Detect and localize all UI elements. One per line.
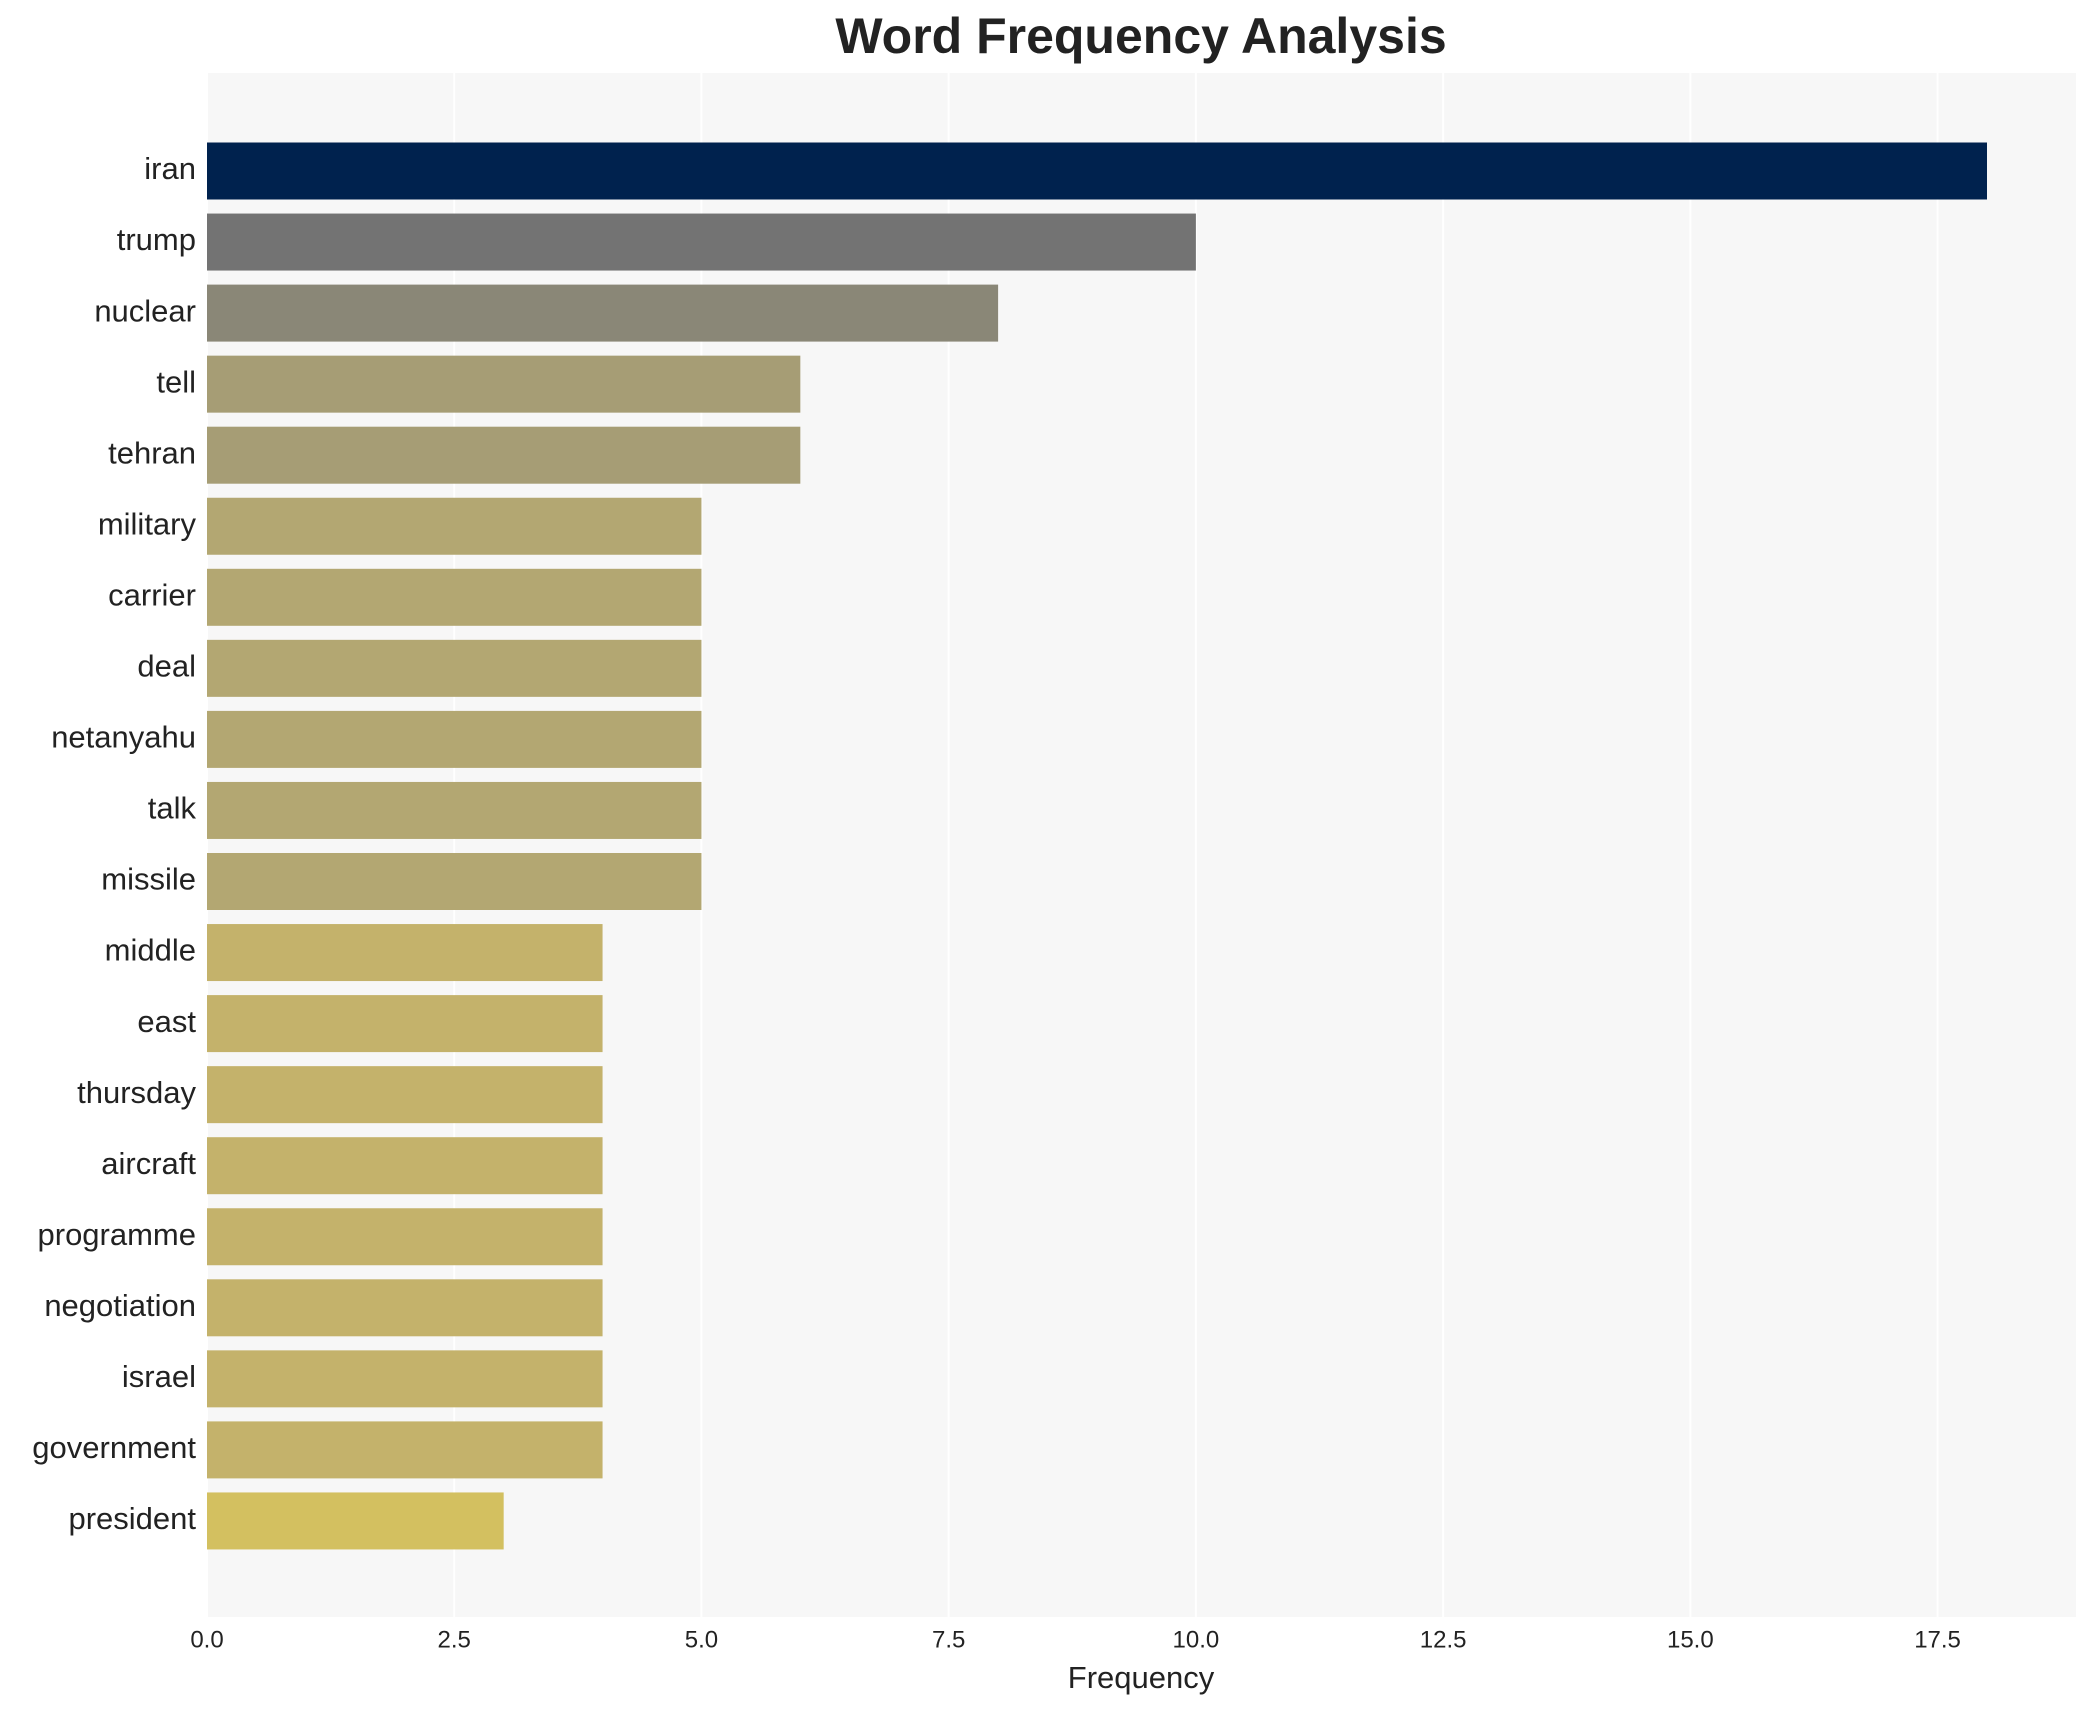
bar <box>207 1208 603 1266</box>
y-tick-label: tehran <box>108 435 196 470</box>
x-tick-label: 0.0 <box>190 1626 223 1653</box>
y-tick-label: talk <box>148 791 197 826</box>
x-axis-label: Frequency <box>1068 1660 1215 1695</box>
y-tick-label: thursday <box>77 1075 196 1110</box>
y-tick-label: negotiation <box>44 1288 196 1323</box>
y-tick-label: programme <box>38 1217 197 1252</box>
bar <box>207 213 1196 271</box>
bar <box>207 781 702 839</box>
bar <box>207 426 801 484</box>
y-tick-label: tell <box>156 364 196 399</box>
y-tick-label: israel <box>122 1359 196 1394</box>
x-tick-label: 15.0 <box>1667 1626 1714 1653</box>
bar <box>207 639 702 697</box>
y-tick-label: middle <box>105 933 196 968</box>
x-tick-label: 7.5 <box>932 1626 965 1653</box>
bar <box>207 142 1987 200</box>
bar <box>207 497 702 555</box>
bar <box>207 1137 603 1195</box>
y-tick-label: trump <box>117 222 196 257</box>
y-tick-label: deal <box>137 649 196 684</box>
y-tick-label: president <box>68 1501 196 1536</box>
x-tick-label: 10.0 <box>1173 1626 1220 1653</box>
bar <box>207 995 603 1053</box>
bar <box>207 568 702 626</box>
x-tick-label: 12.5 <box>1420 1626 1467 1653</box>
bar <box>207 1492 504 1550</box>
bar <box>207 1279 603 1337</box>
y-tick-label: military <box>98 506 197 541</box>
y-tick-label: carrier <box>108 577 196 612</box>
x-tick-label: 5.0 <box>685 1626 718 1653</box>
y-tick-label: nuclear <box>94 293 196 328</box>
y-tick-label: iran <box>144 151 196 186</box>
bar <box>207 853 702 910</box>
x-tick-label: 17.5 <box>1914 1626 1961 1653</box>
bar <box>207 284 999 342</box>
y-tick-label: east <box>137 1004 196 1039</box>
bar <box>207 1066 603 1124</box>
bar <box>207 355 801 413</box>
y-tick-label: netanyahu <box>51 720 196 755</box>
y-tick-label: missile <box>101 862 196 897</box>
bar <box>207 1421 603 1479</box>
y-tick-label: government <box>32 1430 196 1465</box>
bar <box>207 710 702 768</box>
x-tick-label: 2.5 <box>438 1626 471 1653</box>
bar <box>207 924 603 982</box>
bar <box>207 1350 603 1408</box>
y-tick-label: aircraft <box>101 1146 196 1181</box>
chart-title: Word Frequency Analysis <box>835 8 1446 64</box>
